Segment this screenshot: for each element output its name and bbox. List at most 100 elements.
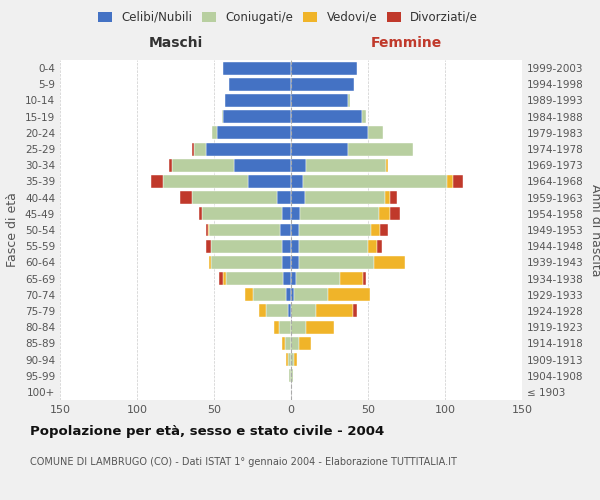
Bar — [307, 320, 334, 334]
Bar — [253, 288, 286, 301]
Bar — [294, 288, 328, 301]
Bar — [199, 208, 202, 220]
Bar — [286, 353, 288, 366]
Bar — [223, 110, 291, 123]
Bar — [294, 353, 297, 366]
Bar — [446, 175, 453, 188]
Bar — [180, 191, 193, 204]
Bar — [291, 256, 299, 269]
Bar — [371, 224, 380, 236]
Bar — [209, 256, 211, 269]
Bar — [226, 272, 283, 285]
Bar — [291, 126, 368, 140]
Bar — [282, 208, 291, 220]
Bar — [385, 191, 389, 204]
Text: Popolazione per età, sesso e stato civile - 2004: Popolazione per età, sesso e stato civil… — [30, 425, 384, 438]
Bar — [389, 208, 400, 220]
Bar — [208, 224, 209, 236]
Bar — [259, 304, 266, 318]
Bar — [368, 240, 377, 252]
Bar — [304, 175, 446, 188]
Bar — [163, 175, 248, 188]
Bar — [291, 240, 299, 252]
Bar — [299, 240, 368, 252]
Bar — [193, 142, 194, 156]
Bar — [362, 110, 367, 123]
Bar — [151, 175, 163, 188]
Bar — [211, 240, 282, 252]
Bar — [245, 288, 253, 301]
Bar — [291, 369, 293, 382]
Bar — [291, 272, 296, 285]
Bar — [291, 62, 357, 74]
Bar — [282, 256, 291, 269]
Bar — [209, 224, 280, 236]
Bar — [277, 191, 291, 204]
Bar — [172, 159, 234, 172]
Bar — [377, 240, 382, 252]
Bar — [328, 288, 370, 301]
Bar — [307, 159, 386, 172]
Bar — [229, 78, 291, 91]
Bar — [217, 126, 291, 140]
Bar — [223, 62, 291, 74]
Bar — [266, 304, 288, 318]
Bar — [282, 337, 285, 350]
Bar — [368, 126, 383, 140]
Bar — [299, 337, 311, 350]
Bar — [283, 272, 291, 285]
Bar — [364, 272, 367, 285]
Bar — [286, 288, 291, 301]
Legend: Celibi/Nubili, Coniugati/e, Vedovi/e, Divorziati/e: Celibi/Nubili, Coniugati/e, Vedovi/e, Di… — [98, 11, 478, 24]
Bar — [299, 256, 374, 269]
Bar — [353, 304, 357, 318]
Bar — [291, 191, 305, 204]
Bar — [299, 224, 371, 236]
Bar — [386, 159, 388, 172]
Bar — [289, 369, 291, 382]
Bar — [291, 288, 294, 301]
Bar — [211, 256, 282, 269]
Bar — [291, 224, 299, 236]
Bar — [291, 78, 354, 91]
Bar — [316, 304, 353, 318]
Bar — [223, 272, 226, 285]
Bar — [291, 353, 294, 366]
Bar — [206, 224, 208, 236]
Bar — [300, 208, 379, 220]
Bar — [380, 224, 388, 236]
Bar — [280, 224, 291, 236]
Bar — [202, 208, 282, 220]
Bar — [288, 353, 291, 366]
Bar — [340, 272, 364, 285]
Bar — [296, 272, 340, 285]
Bar — [291, 94, 348, 107]
Bar — [291, 337, 299, 350]
Bar — [291, 159, 307, 172]
Bar — [379, 208, 389, 220]
Y-axis label: Fasce di età: Fasce di età — [7, 192, 19, 268]
Bar — [374, 256, 405, 269]
Bar — [278, 320, 291, 334]
Text: Maschi: Maschi — [148, 36, 203, 51]
Bar — [288, 304, 291, 318]
Bar — [225, 94, 291, 107]
Bar — [169, 159, 172, 172]
Bar — [274, 320, 278, 334]
Bar — [282, 240, 291, 252]
Y-axis label: Anni di nascita: Anni di nascita — [589, 184, 600, 276]
Text: COMUNE DI LAMBRUGO (CO) - Dati ISTAT 1° gennaio 2004 - Elaborazione TUTTITALIA.I: COMUNE DI LAMBRUGO (CO) - Dati ISTAT 1° … — [30, 457, 457, 467]
Bar — [389, 191, 397, 204]
Bar — [348, 142, 413, 156]
Text: Femmine: Femmine — [371, 36, 442, 51]
Bar — [218, 272, 223, 285]
Bar — [291, 110, 362, 123]
Bar — [285, 337, 291, 350]
Bar — [291, 208, 300, 220]
Bar — [348, 94, 350, 107]
Bar — [206, 142, 291, 156]
Bar — [222, 110, 223, 123]
Bar — [206, 240, 211, 252]
Bar — [234, 159, 291, 172]
Bar — [291, 175, 304, 188]
